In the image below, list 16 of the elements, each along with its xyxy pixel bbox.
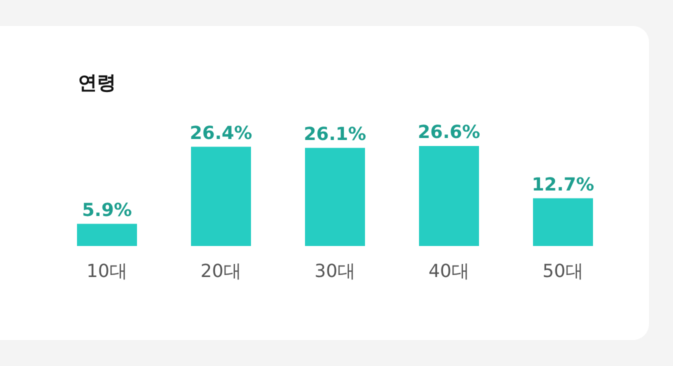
bar (419, 146, 479, 246)
bar (533, 198, 593, 246)
data-label: 26.1% (304, 124, 366, 145)
x-tick-label: 20대 (200, 261, 242, 282)
x-tick-label: 40대 (428, 261, 470, 282)
chart-title: 연령 (78, 72, 116, 94)
bar (77, 224, 137, 246)
data-label: 26.4% (190, 122, 252, 144)
bar (305, 148, 365, 246)
x-tick-label: 10대 (86, 261, 128, 282)
x-tick-label: 30대 (314, 261, 356, 282)
data-label: 12.7% (532, 174, 594, 196)
x-tick-label: 50대 (542, 261, 584, 282)
bar (191, 146, 251, 246)
data-label: 5.9% (82, 200, 132, 221)
data-label: 26.6% (418, 122, 480, 143)
